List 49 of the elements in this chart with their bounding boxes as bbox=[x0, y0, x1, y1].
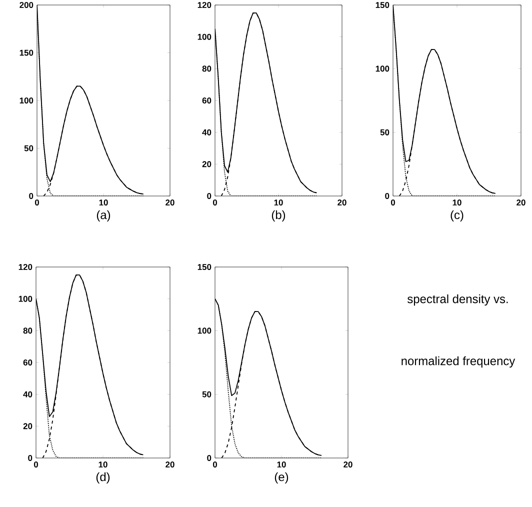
x-axis-title: (d) bbox=[96, 472, 110, 484]
y-tick-label: 100 bbox=[198, 34, 212, 40]
y-tick-label: 0 bbox=[29, 193, 34, 199]
y-tick-label: 0 bbox=[207, 193, 212, 199]
x-tick-label: 10 bbox=[98, 462, 108, 468]
y-tick-label: 50 bbox=[202, 391, 212, 398]
x-tick-label: 20 bbox=[166, 200, 174, 206]
y-tick-label: 80 bbox=[23, 328, 32, 334]
x-tick-label: 0 bbox=[390, 200, 396, 206]
x-tick-label: 10 bbox=[99, 200, 108, 206]
x-tick-label: 10 bbox=[452, 200, 462, 206]
y-tick-label: 60 bbox=[23, 360, 32, 366]
x-tick-label: 20 bbox=[338, 200, 346, 206]
x-axis-title: (b) bbox=[272, 210, 286, 222]
y-tick-label: 100 bbox=[18, 296, 32, 302]
y-tick-label: 0 bbox=[28, 455, 32, 461]
y-tick-label: 120 bbox=[198, 2, 212, 8]
x-tick-label: 20 bbox=[516, 200, 526, 206]
y-tick-label: 100 bbox=[20, 98, 34, 104]
x-tick-label: 10 bbox=[277, 462, 286, 468]
x-tick-label: 0 bbox=[212, 462, 218, 468]
text: normalized frequency bbox=[402, 356, 516, 368]
y-tick-label: 150 bbox=[198, 264, 212, 270]
y-tick-label: 0 bbox=[207, 455, 212, 461]
y-tick-label: 100 bbox=[376, 66, 390, 72]
y-tick-label: 150 bbox=[376, 2, 390, 8]
y-tick-label: 60 bbox=[202, 98, 212, 104]
x-tick-label: 0 bbox=[34, 200, 40, 206]
y-tick-label: 100 bbox=[198, 328, 212, 334]
y-tick-label: 20 bbox=[23, 423, 32, 430]
x-axis-title: (a) bbox=[96, 210, 110, 222]
y-tick-label: 200 bbox=[20, 2, 34, 8]
y-tick-label: 40 bbox=[23, 391, 32, 398]
y-tick-label: 0 bbox=[385, 193, 390, 199]
x-tick-label: 0 bbox=[212, 200, 218, 206]
x-tick-label: 10 bbox=[274, 200, 283, 206]
x-tick-label: 0 bbox=[34, 462, 38, 468]
text: spectral density vs. bbox=[408, 294, 508, 306]
y-tick-label: 50 bbox=[24, 145, 34, 152]
y-tick-label: 50 bbox=[380, 129, 390, 136]
x-axis-title: (e) bbox=[274, 472, 288, 484]
x-tick-label: 20 bbox=[166, 462, 174, 468]
y-tick-label: 120 bbox=[18, 264, 32, 270]
y-tick-label: 40 bbox=[202, 129, 212, 136]
x-tick-label: 20 bbox=[344, 462, 352, 468]
y-tick-label: 150 bbox=[20, 50, 34, 56]
y-tick-label: 20 bbox=[202, 161, 212, 168]
y-tick-label: 80 bbox=[202, 66, 212, 72]
x-axis-title: (c) bbox=[450, 210, 464, 222]
